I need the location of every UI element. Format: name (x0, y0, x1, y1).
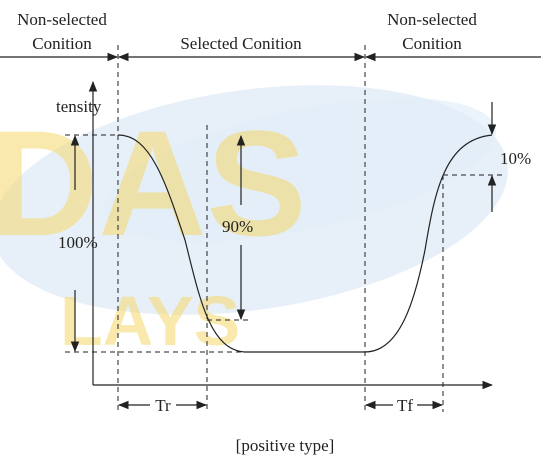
measures: 100% 90% 10% Tr Tf (58, 102, 531, 415)
header: Non-selected Conition Selected Conition … (0, 10, 541, 62)
header-left-2: Conition (32, 34, 92, 53)
watermark-text: DAS (0, 99, 307, 267)
header-right-1: Non-selected (387, 10, 477, 29)
header-middle: Selected Conition (180, 34, 302, 53)
label-tr: Tr (155, 396, 171, 415)
label-100: 100% (58, 233, 98, 252)
watermark: DAS LAYS (0, 85, 508, 360)
label-90: 90% (222, 217, 253, 236)
header-left-1: Non-selected (17, 10, 107, 29)
label-10: 10% (500, 149, 531, 168)
response-curve (117, 134, 493, 353)
watermark-text: LAYS (60, 282, 240, 360)
axes: tensity (56, 80, 494, 390)
header-right-2: Conition (402, 34, 462, 53)
label-tf: Tf (397, 396, 413, 415)
guides (65, 45, 502, 412)
axis-label: tensity (56, 97, 102, 116)
caption: [positive type] (236, 436, 335, 455)
